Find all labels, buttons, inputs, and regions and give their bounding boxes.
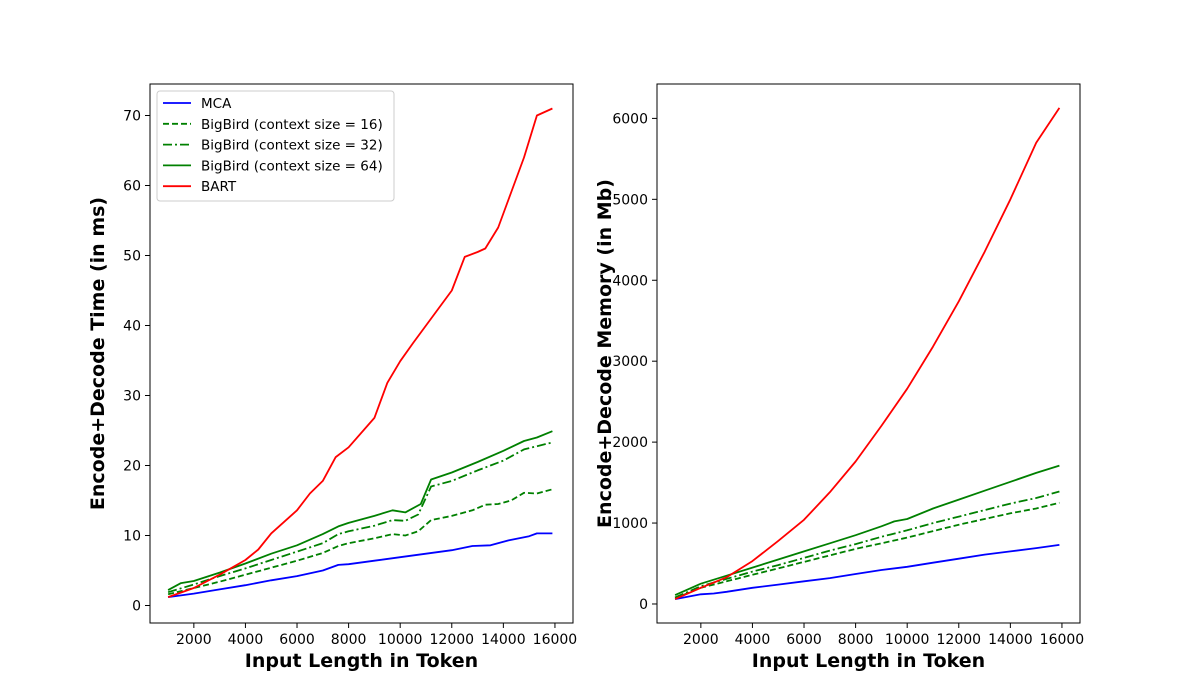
plot-area: [657, 84, 1080, 623]
x-tick-label: 14000: [481, 632, 526, 648]
x-tick-label: 12000: [430, 632, 475, 648]
y-tick-label: 0: [639, 597, 648, 613]
legend-box: [156, 90, 395, 202]
x-tick-label: 6000: [786, 632, 822, 648]
x-tick-label: 16000: [1040, 632, 1085, 648]
x-axis-label: Input Length in Token: [752, 650, 985, 672]
series-line-3: [674, 490, 1060, 599]
x-tick-label: 8000: [331, 632, 367, 648]
x-tick-label: 2000: [176, 632, 212, 648]
x-tick-label: 6000: [279, 632, 315, 648]
x-tick-label: 16000: [533, 632, 578, 648]
series-line-2: [167, 488, 553, 596]
series-line-5: [674, 107, 1061, 600]
series-line-3: [167, 441, 553, 594]
series-line-1: [674, 544, 1060, 600]
series-line-5: [167, 107, 553, 598]
legend-label-3: BigBird (context size = 32): [201, 138, 383, 154]
y-tick-label: 4000: [612, 273, 648, 289]
chart-2: 2000 4000 6000 8000 10000 12000 14000 16000 0 100…: [594, 83, 1085, 672]
y-tick-label: 50: [123, 249, 141, 265]
y-tick-label: 30: [123, 389, 141, 405]
y-tick-label: 60: [123, 179, 141, 195]
legend-label-2: BigBird (context size = 16): [201, 117, 383, 133]
series-line-1: [167, 532, 553, 598]
legend: MCA BigBird (context size = 16) BigBird (c…: [156, 90, 395, 202]
y-axis-label: Encode+Decode Time (in ms): [87, 197, 109, 510]
y-tick-label: 40: [123, 319, 141, 335]
series-line-4: [674, 464, 1060, 596]
x-tick-label: 2000: [683, 632, 719, 648]
series-line-2: [674, 501, 1060, 600]
axes-frame: [149, 83, 574, 624]
y-axis-label: Encode+Decode Memory (in Mb): [594, 179, 616, 528]
x-tick-label: 12000: [937, 632, 982, 648]
y-tick-label: 10: [123, 529, 141, 545]
y-tick-label: 3000: [612, 354, 648, 370]
x-axis-label: Input Length in Token: [245, 650, 478, 672]
axes-frame: [656, 83, 1081, 624]
y-tick-label: 6000: [612, 111, 648, 127]
x-tick-label: 8000: [838, 632, 874, 648]
y-tick-label: 2000: [612, 435, 648, 451]
y-tick-label: 70: [123, 109, 141, 125]
x-tick-label: 10000: [885, 632, 930, 648]
x-tick-label: 4000: [228, 632, 264, 648]
y-tick-label: 20: [123, 459, 141, 475]
x-tick-label: 14000: [988, 632, 1033, 648]
y-tick-label: 5000: [612, 192, 648, 208]
y-tick-label: 0: [132, 599, 141, 615]
legend-label-4: BigBird (context size = 64): [201, 158, 383, 174]
chart-1: 2000 4000 6000 8000 10000 12000 14000 16000 0 10 2…: [87, 83, 578, 672]
y-tick-label: 1000: [612, 516, 648, 532]
legend-label-1: MCA: [201, 96, 232, 112]
legend-label-5: BART: [201, 179, 237, 195]
x-tick-label: 4000: [735, 632, 771, 648]
x-tick-label: 10000: [378, 632, 423, 648]
